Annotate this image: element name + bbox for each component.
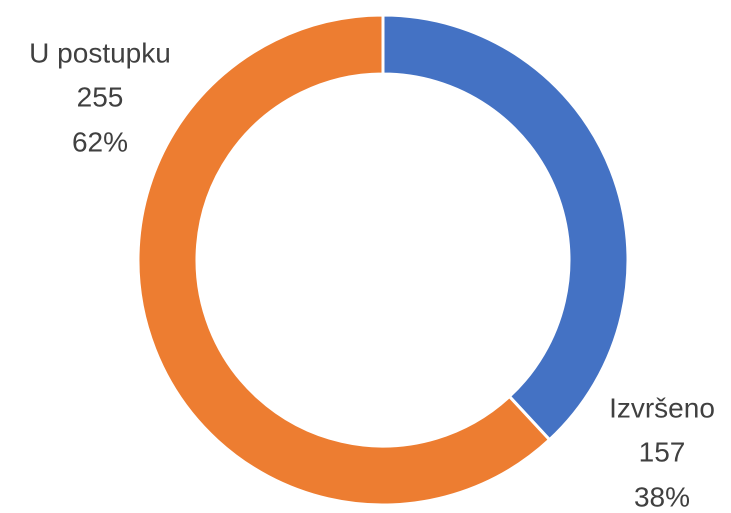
value-label: 157 (639, 436, 686, 467)
donut-segment (136, 13, 552, 507)
percent-label: 38% (634, 481, 690, 512)
category-label: U postupku (29, 37, 171, 68)
percent-label: 62% (72, 126, 128, 157)
category-label: Izvršeno (609, 392, 715, 423)
value-label: 255 (77, 81, 124, 112)
donut-segment (381, 13, 630, 442)
